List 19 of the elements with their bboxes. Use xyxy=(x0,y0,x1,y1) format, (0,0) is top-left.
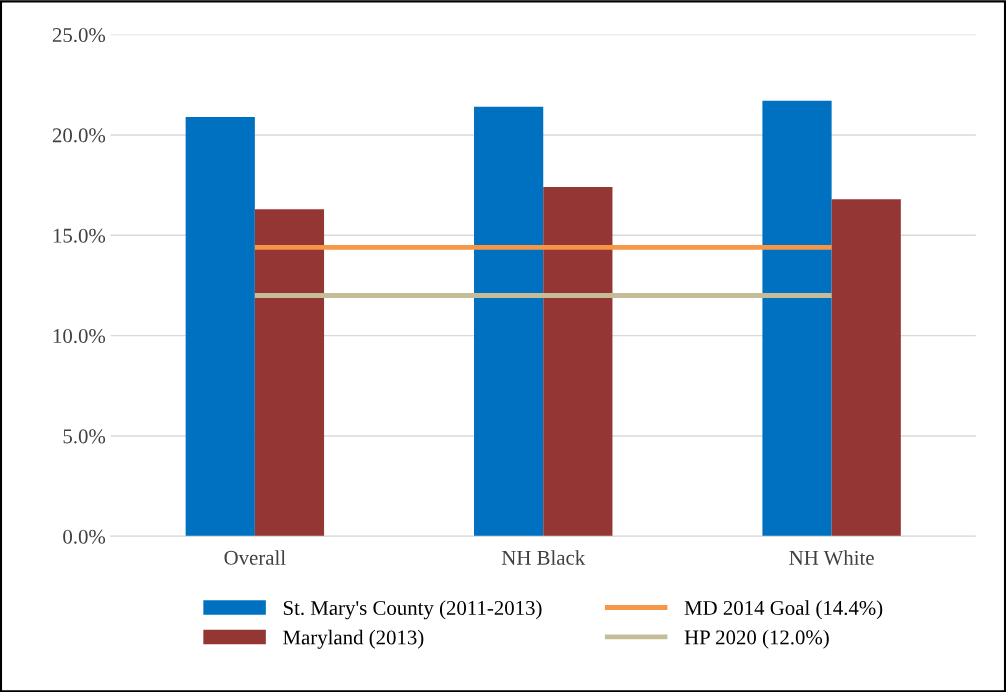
y-tick-label: 15.0% xyxy=(53,228,106,243)
y-tick-label: 20.0% xyxy=(52,128,106,143)
y-tick-label: 10.0% xyxy=(53,328,106,344)
legend-label: St. Mary's County (2011-2013) xyxy=(283,600,542,620)
x-tick-label: NH White xyxy=(789,550,874,565)
legend-label: HP 2020 (12.0%) xyxy=(684,629,829,649)
legend-label: MD 2014 Goal (14.4%) xyxy=(684,600,883,620)
bar xyxy=(831,199,901,537)
bar xyxy=(474,106,544,537)
y-tick-label: 0.0% xyxy=(63,529,106,544)
y-tick-label: 5.0% xyxy=(63,429,106,444)
bar xyxy=(762,100,832,537)
y-tick-label: 25.0% xyxy=(52,27,106,43)
legend-label: Maryland (2013) xyxy=(283,629,424,649)
x-tick-label: NH Black xyxy=(501,550,586,565)
bar xyxy=(543,187,613,537)
bar xyxy=(254,209,325,537)
bar xyxy=(185,116,255,537)
x-tick-label: Overall xyxy=(224,550,286,565)
